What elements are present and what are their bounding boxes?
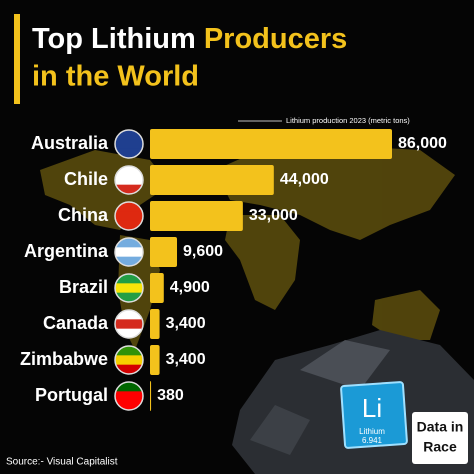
value-label: 86,000 (398, 135, 447, 152)
flag-stripe (115, 400, 143, 410)
flag-stripe (115, 283, 143, 294)
value-label: 9,600 (183, 243, 223, 260)
flag-stripe (115, 247, 143, 258)
element-mass: 6.941 (362, 436, 383, 445)
flag-ring (114, 165, 144, 195)
value-label: 33,000 (249, 207, 298, 224)
value-label: 3,400 (166, 315, 206, 332)
flag (114, 309, 144, 339)
chart-title: Top Lithium Producers (32, 23, 347, 55)
title-part: Top Lithium (32, 23, 196, 55)
flag (114, 201, 144, 231)
flag-stripe (115, 319, 143, 330)
bar (150, 345, 160, 375)
chart-title: in the World (32, 61, 199, 93)
element-symbol: Li (362, 393, 382, 423)
title-accent (14, 14, 20, 104)
flag-stripe (115, 220, 143, 230)
logo-box (412, 412, 468, 464)
flag-stripe (115, 382, 143, 392)
category-label: China (58, 205, 109, 225)
category-label: Zimbabwe (20, 349, 108, 369)
flag-stripe (115, 166, 143, 176)
flag-ring (114, 237, 144, 267)
category-label: Australia (31, 133, 109, 153)
flag-stripe (115, 292, 143, 302)
flag-stripe (115, 328, 143, 338)
flag-stripe (115, 184, 143, 194)
category-label: Portugal (35, 385, 108, 405)
flag (114, 345, 144, 375)
flag-ring (114, 345, 144, 375)
flag-ring (114, 129, 144, 159)
flag-stripe (115, 175, 143, 186)
flag-stripe (115, 364, 143, 374)
flag-ring (114, 309, 144, 339)
value-label: 4,900 (170, 279, 210, 296)
flag-stripe (115, 148, 143, 158)
flag-stripe (115, 310, 143, 320)
bar (150, 165, 274, 195)
flag-stripe (115, 238, 143, 248)
flag-stripe (115, 130, 143, 140)
bar (150, 381, 152, 411)
flag-ring (114, 381, 144, 411)
flag-stripe (115, 355, 143, 366)
bar (150, 273, 164, 303)
category-label: Chile (64, 169, 108, 189)
flag-stripe (115, 256, 143, 266)
flag (114, 381, 144, 411)
annotation: Lithium production 2023 (metric tons) (286, 116, 410, 125)
value-label: 3,400 (166, 351, 206, 368)
flag-ring (114, 201, 144, 231)
category-label: Canada (43, 313, 109, 333)
flag (114, 129, 144, 159)
title-part: Producers (204, 23, 347, 55)
flag (114, 165, 144, 195)
flag-stripe (115, 346, 143, 356)
tile (340, 381, 408, 449)
element-tile: Li Lithium 6.941 (340, 381, 408, 449)
category-label: Brazil (59, 277, 108, 297)
flag (114, 237, 144, 267)
flag-stripe (115, 139, 143, 150)
flag (114, 273, 144, 303)
source: Source:- Visual Capitalist (6, 457, 118, 468)
bar (150, 237, 178, 267)
flag-ring (114, 273, 144, 303)
bar (150, 201, 243, 231)
value-label: 380 (157, 387, 184, 404)
bar (150, 309, 160, 339)
logo: Data in Race (412, 412, 468, 464)
bar (150, 129, 392, 159)
logo-text: Race (423, 439, 457, 455)
logo-text: Data in (417, 419, 464, 435)
flag-stripe (115, 391, 143, 402)
flag-stripe (115, 274, 143, 284)
flag-stripe (115, 202, 143, 212)
element-name: Lithium (359, 427, 385, 436)
category-label: Argentina (24, 241, 109, 261)
value-label: 44,000 (280, 171, 329, 188)
flag-stripe (115, 211, 143, 222)
